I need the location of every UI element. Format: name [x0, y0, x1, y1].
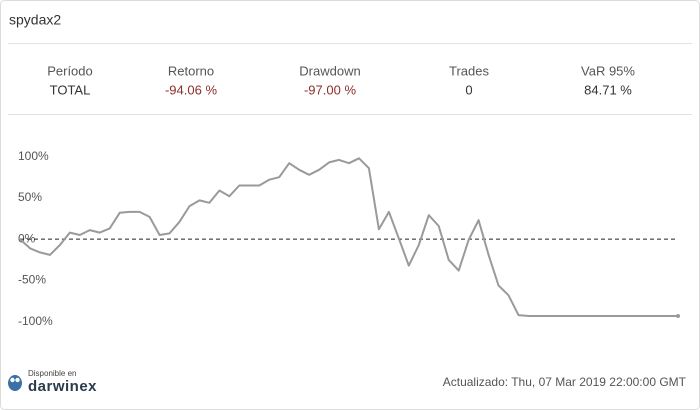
brand-name: darwinex: [28, 378, 97, 395]
stats-table: Período Retorno Drawdown Trades VaR 95% TOTAL…: [47, 63, 635, 97]
y-tick-label: 0%: [18, 231, 36, 245]
stat-value: TOTAL: [50, 82, 91, 97]
y-tick-label: -50%: [18, 273, 46, 287]
brand-icon: [8, 375, 22, 391]
series-line: [19, 157, 678, 317]
badge: Disponible en darwinex: [8, 369, 97, 395]
stat-label: Período: [47, 63, 93, 78]
end-point: [676, 313, 680, 318]
brand-icon-eye: [10, 377, 15, 383]
y-tick-label: -100%: [18, 314, 53, 328]
chart: 100% 50% 0% -50% -100%: [18, 149, 680, 328]
stat-value: -94.06 %: [165, 82, 217, 97]
stat-value: 84.71 %: [584, 82, 632, 97]
stat-value: 0: [465, 82, 472, 97]
stat-label: Drawdown: [299, 63, 360, 78]
stat-label: Trades: [449, 63, 489, 78]
brand-icon-eye: [15, 377, 20, 383]
y-tick-label: 50%: [18, 190, 42, 204]
stat-value: -97.00 %: [304, 82, 356, 97]
y-tick-label: 100%: [18, 149, 49, 163]
widget-title: spydax2: [9, 12, 61, 28]
badge-caption: Disponible en: [28, 369, 76, 378]
stat-label: Retorno: [168, 63, 214, 78]
stat-label: VaR 95%: [581, 63, 635, 78]
updated-time: Actualizado: Thu, 07 Mar 2019 22:00:00 G…: [443, 375, 687, 389]
